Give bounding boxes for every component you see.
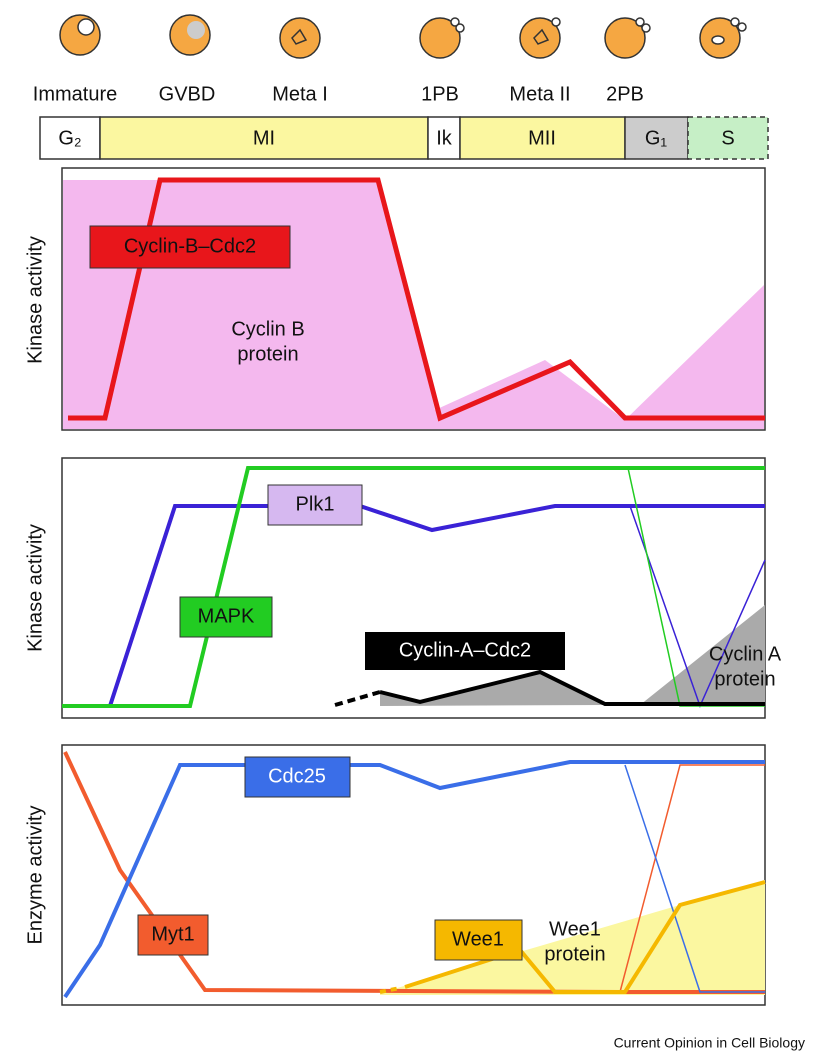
stage-label: 2PB [606,83,644,105]
curve-label: Cyclin-A–Cdc2 [399,639,531,661]
phase-label: MII [528,127,556,149]
footer: Current Opinion in Cell Biology [614,1035,805,1051]
curve-label: Plk1 [296,493,335,515]
area-label: Cyclin B [231,318,304,340]
panel-frame [62,458,765,718]
stage-label: Meta I [272,83,328,105]
phase-label: S [721,127,734,149]
phase-label: G₁ [645,127,668,149]
curve-label: Wee1 [452,928,504,950]
stage-label: GVBD [159,83,216,105]
area-label: protein [237,343,298,365]
curve-label: Cdc25 [268,765,326,787]
area-label: protein [714,668,775,690]
area-label: Wee1 [549,918,601,940]
y-axis-label: Kinase activity [24,524,46,652]
page: Immature GVBD Meta I 1PB Meta II 2PB G₂ … [0,0,817,1059]
figure: Immature GVBD Meta I 1PB Meta II 2PB G₂ … [0,0,817,1059]
stage-label: Meta II [509,83,570,105]
area-label: protein [544,943,605,965]
curve-label: Cyclin-B–Cdc2 [124,235,256,257]
stage-label: 1PB [421,83,459,105]
stage-labels: Immature GVBD Meta I 1PB Meta II 2PB [33,83,644,105]
curve-label: Myt1 [151,923,194,945]
area-label: Cyclin A [709,643,782,665]
stage-label: Immature [33,83,117,105]
curve-label: MAPK [198,605,255,627]
oocytes [60,15,746,58]
phase-label: Ik [436,127,453,149]
phase-label: MI [253,127,275,149]
y-axis-label: Enzyme activity [24,806,46,945]
y-axis-label: Kinase activity [24,236,46,364]
phase-label: G₂ [58,127,81,149]
